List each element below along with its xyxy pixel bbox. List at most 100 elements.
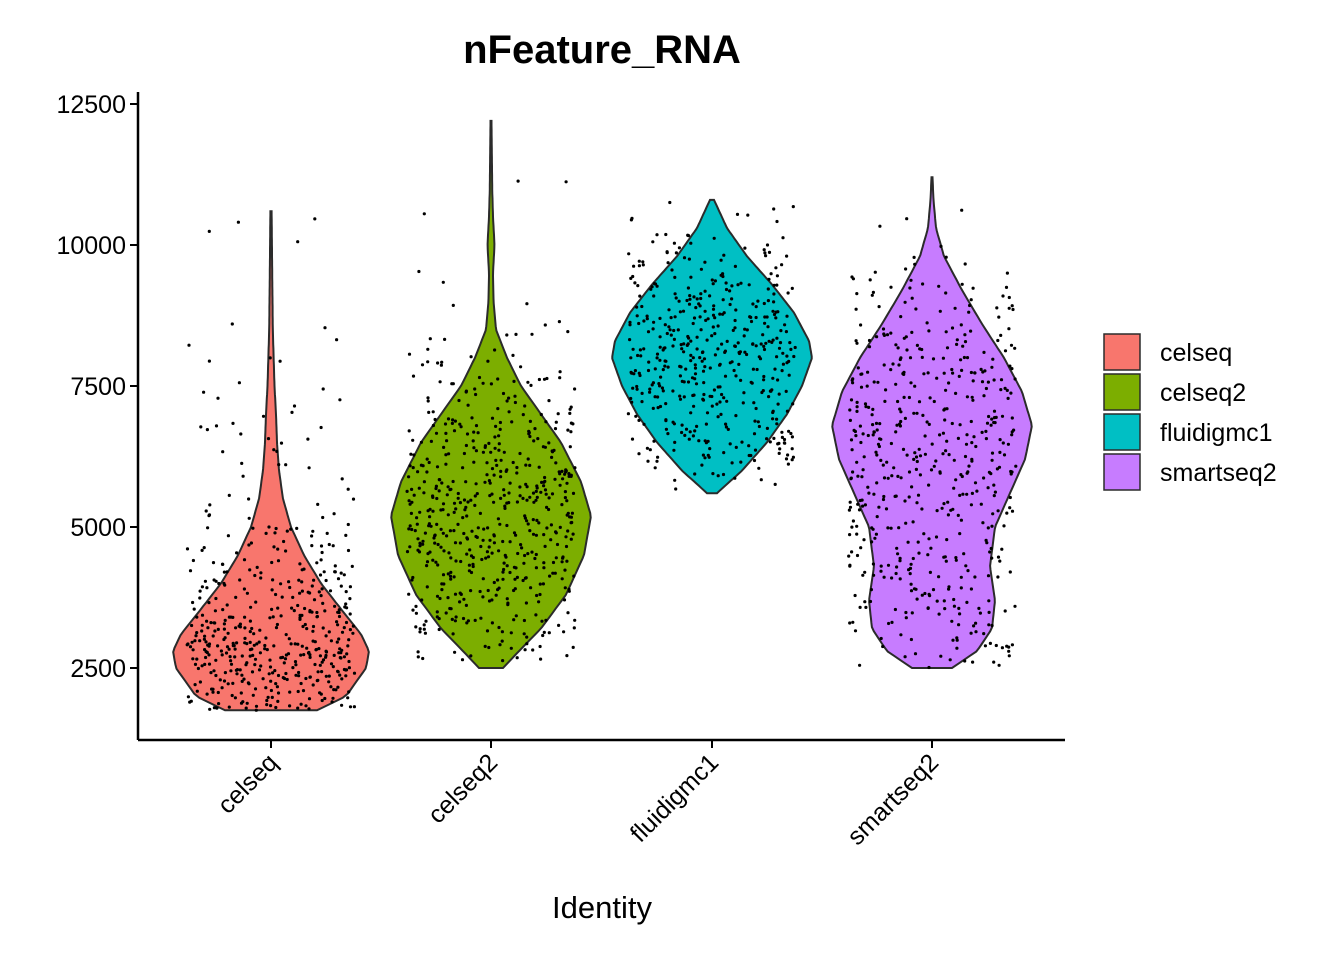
- jitter-point: [739, 460, 743, 464]
- jitter-point: [886, 526, 890, 530]
- jitter-point: [205, 428, 209, 432]
- jitter-point: [777, 451, 781, 455]
- jitter-point: [296, 603, 300, 608]
- jitter-point: [513, 577, 517, 581]
- jitter-point: [765, 437, 769, 441]
- jitter-point: [943, 407, 947, 411]
- jitter-point: [407, 592, 411, 596]
- jitter-point: [555, 542, 560, 547]
- jitter-point: [905, 217, 909, 221]
- jitter-point: [879, 569, 883, 573]
- jitter-point: [899, 410, 903, 414]
- jitter-point: [909, 381, 913, 385]
- jitter-point: [519, 543, 523, 547]
- jitter-point: [321, 387, 325, 391]
- jitter-point: [658, 345, 662, 349]
- jitter-point: [1007, 654, 1011, 658]
- jitter-point: [877, 305, 881, 309]
- jitter-point: [297, 674, 301, 678]
- jitter-point: [682, 342, 686, 346]
- jitter-point: [728, 442, 732, 446]
- jitter-point: [793, 345, 797, 350]
- jitter-point: [436, 361, 440, 365]
- jitter-point: [639, 354, 643, 358]
- jitter-point: [679, 365, 683, 369]
- jitter-point: [784, 457, 789, 461]
- jitter-point: [848, 408, 852, 412]
- jitter-point: [703, 260, 707, 264]
- jitter-point: [778, 341, 783, 345]
- jitter-point: [708, 294, 712, 298]
- jitter-point: [199, 425, 203, 429]
- jitter-point: [939, 244, 943, 248]
- jitter-point: [493, 446, 497, 450]
- jitter-point: [682, 256, 687, 260]
- jitter-point: [541, 582, 546, 586]
- jitter-point: [934, 535, 939, 539]
- jitter-point: [440, 360, 444, 364]
- jitter-point: [521, 413, 525, 417]
- jitter-point: [202, 390, 206, 394]
- jitter-point: [188, 700, 192, 704]
- jitter-point: [438, 596, 442, 601]
- jitter-point: [652, 320, 656, 324]
- jitter-point: [261, 414, 266, 418]
- jitter-point: [526, 457, 530, 461]
- jitter-point: [513, 400, 518, 405]
- jitter-point: [722, 396, 726, 400]
- jitter-point: [462, 597, 466, 601]
- jitter-point: [422, 212, 426, 216]
- jitter-point: [921, 413, 925, 417]
- jitter-point: [405, 489, 409, 493]
- jitter-point: [554, 530, 558, 534]
- jitter-point: [569, 537, 573, 541]
- jitter-point: [525, 635, 529, 639]
- jitter-point: [416, 548, 420, 552]
- jitter-point: [1006, 442, 1011, 446]
- jitter-point: [626, 412, 631, 416]
- jitter-point: [762, 378, 766, 382]
- jitter-point: [533, 556, 537, 561]
- jitter-point: [522, 632, 526, 636]
- jitter-point: [284, 549, 288, 553]
- jitter-point: [324, 634, 328, 638]
- jitter-point: [308, 675, 312, 679]
- violin-fluidigmc1: [611, 198, 813, 495]
- jitter-point: [297, 578, 301, 582]
- jitter-point: [681, 309, 686, 313]
- jitter-point: [791, 205, 795, 209]
- jitter-point: [866, 485, 870, 489]
- jitter-point: [447, 551, 451, 555]
- jitter-point: [474, 482, 478, 486]
- jitter-point: [248, 630, 252, 634]
- jitter-point: [502, 561, 506, 565]
- jitter-point: [480, 557, 484, 562]
- jitter-point: [550, 455, 554, 459]
- jitter-point: [198, 589, 202, 593]
- jitter-point: [958, 423, 962, 427]
- jitter-point: [425, 564, 429, 568]
- jitter-point: [663, 346, 667, 350]
- jitter-point: [474, 534, 478, 539]
- jitter-point: [873, 536, 877, 540]
- jitter-point: [975, 489, 979, 493]
- jitter-point: [926, 606, 930, 611]
- jitter-point: [533, 427, 537, 431]
- jitter-point: [693, 372, 698, 376]
- jitter-point: [418, 544, 422, 548]
- jitter-point: [997, 663, 1001, 667]
- jitter-point: [791, 402, 795, 406]
- jitter-point: [999, 378, 1004, 382]
- jitter-point: [747, 444, 751, 448]
- jitter-point: [543, 479, 547, 483]
- jitter-point: [776, 378, 780, 382]
- jitter-point: [347, 638, 351, 642]
- jitter-point: [217, 581, 221, 586]
- jitter-point: [458, 541, 462, 545]
- jitter-point: [956, 436, 961, 440]
- jitter-point: [311, 629, 315, 633]
- jitter-point: [411, 374, 416, 378]
- jitter-point: [558, 376, 562, 380]
- jitter-point: [512, 565, 517, 569]
- jitter-point: [253, 687, 258, 691]
